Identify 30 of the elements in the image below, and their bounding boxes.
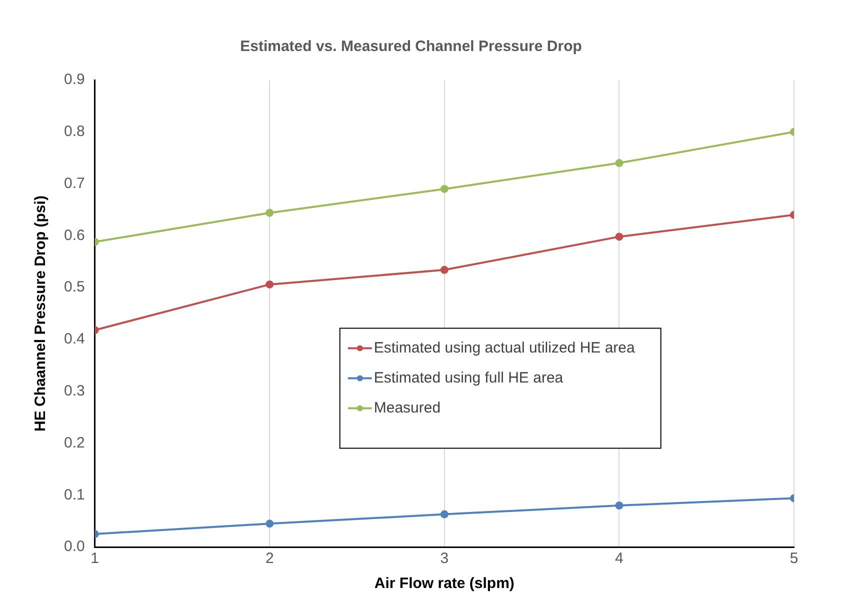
- point: [615, 159, 624, 168]
- y-tick-label: 0.9: [64, 71, 85, 88]
- point: [615, 501, 624, 510]
- y-tick-label: 0.0: [64, 538, 85, 556]
- y-tick-label: 0.8: [64, 123, 85, 140]
- y-tick-label: 0.4: [64, 330, 85, 348]
- y-tick-label: 0.3: [64, 382, 85, 400]
- y-tick-label: 0.7: [64, 174, 85, 192]
- point: [440, 184, 448, 193]
- point: [266, 208, 274, 217]
- point: [266, 520, 274, 528]
- y-tick-label: 0.2: [64, 434, 85, 452]
- point: [266, 280, 274, 288]
- point: [440, 266, 448, 274]
- y-tick-label: 0.6: [64, 226, 85, 244]
- x-tick-label: 3: [440, 550, 449, 568]
- chart-title: Estimated vs. Measured Channel Pressure Drop: [240, 38, 582, 56]
- x-tick-label: 5: [790, 550, 798, 568]
- y-tick-label: 0.5: [64, 278, 85, 296]
- x-tick-label: 2: [265, 550, 274, 568]
- y-tick-label: 0.1: [64, 486, 85, 504]
- legend-label: Measured: [374, 399, 441, 416]
- legend-label: Estimated using full HE area: [374, 369, 564, 386]
- legend-label: Estimated using actual utilized HE area: [374, 339, 636, 356]
- y-axis-title: HE Chaannel Pressure Drop (psi): [32, 196, 50, 432]
- x-tick-label: 4: [615, 550, 624, 568]
- point: [615, 232, 624, 241]
- x-tick-label: 1: [90, 550, 100, 568]
- x-axis-title: Air Flow rate (slpm): [374, 575, 514, 592]
- point: [440, 510, 448, 518]
